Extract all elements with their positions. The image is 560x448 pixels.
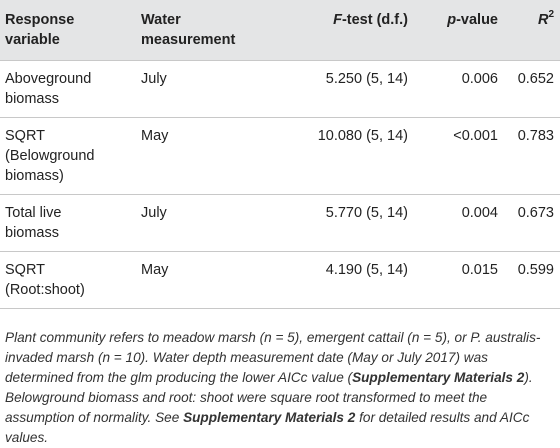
table-row: Total live biomass July 5.770 (5, 14) 0.… (0, 194, 560, 252)
footnote-supplementary-ref: Supplementary Materials 2 (183, 410, 356, 425)
header-row: Response variable Water measurement F-te… (0, 0, 560, 61)
header-water-measurement: Water measurement (135, 0, 267, 61)
header-f-test: F-test (d.f.) (267, 0, 414, 61)
cell-p-value: <0.001 (453, 128, 498, 144)
cell-r-squared: 0.783 (517, 128, 554, 144)
cell-water: May (141, 128, 169, 144)
cell-water: July (141, 71, 167, 87)
table-footnote: Plant community refers to meadow marsh (… (5, 328, 557, 448)
cell-r-squared: 0.599 (517, 262, 554, 278)
header-p-symbol: p (447, 12, 457, 28)
cell-r-squared: 0.673 (517, 205, 554, 221)
cell-response: SQRT (Root:shoot) (0, 252, 135, 309)
cell-water: May (141, 262, 169, 278)
cell-response-line: Aboveground (5, 71, 92, 87)
table-body: Aboveground biomass July 5.250 (5, 14) 0… (0, 60, 560, 309)
cell-response: Total live biomass (0, 195, 135, 252)
header-response-variable: Response variable (0, 0, 135, 61)
header-response-line2: variable (5, 32, 60, 48)
cell-response-line: biomass) (5, 168, 64, 184)
header-f-symbol: F (333, 12, 342, 28)
cell-response-line: (Belowground (5, 148, 95, 164)
header-r-superscript: 2 (548, 9, 554, 20)
cell-p-value: 0.006 (461, 71, 498, 87)
cell-f-test: 4.190 (5, 14) (325, 262, 408, 278)
cell-response-line: SQRT (5, 262, 46, 278)
header-response-line1: Response (5, 12, 75, 28)
table-row: SQRT (Root:shoot) May 4.190 (5, 14) 0.01… (0, 251, 560, 309)
cell-f-test: 5.250 (5, 14) (325, 71, 408, 87)
header-f-test-rest: -test (d.f.) (341, 12, 408, 28)
header-r-squared: R2 (504, 0, 560, 61)
cell-response-line: biomass (5, 225, 59, 241)
header-p-value-rest: -value (456, 12, 498, 28)
footnote-text: Plant community refers to meadow marsh (… (5, 330, 541, 385)
footnote-supplementary-ref: Supplementary Materials 2 (352, 370, 525, 385)
cell-r-squared: 0.652 (517, 71, 554, 87)
header-water-line2: measurement (141, 32, 236, 48)
cell-response-line: (Root:shoot) (5, 282, 85, 298)
table-row: Aboveground biomass July 5.250 (5, 14) 0… (0, 60, 560, 118)
header-r-symbol: R (537, 12, 549, 28)
table-row: SQRT (Belowground biomass) May 10.080 (5… (0, 117, 560, 195)
cell-response-line: Total live (5, 205, 62, 221)
cell-response-line: biomass (5, 91, 59, 107)
header-p-value: p-value (414, 0, 504, 61)
footnote-text: ). Belowground biomass and root: shoot w… (5, 370, 533, 425)
table-header: Response variable Water measurement F-te… (0, 0, 560, 61)
header-water-line1: Water (141, 12, 181, 28)
cell-response: SQRT (Belowground biomass) (0, 118, 135, 195)
cell-f-test: 5.770 (5, 14) (325, 205, 408, 221)
cell-response: Aboveground biomass (0, 61, 135, 118)
cell-p-value: 0.015 (461, 262, 498, 278)
cell-f-test: 10.080 (5, 14) (317, 128, 408, 144)
cell-response-line: SQRT (5, 128, 46, 144)
cell-water: July (141, 205, 167, 221)
results-table: Response variable Water measurement F-te… (0, 0, 560, 309)
cell-p-value: 0.004 (461, 205, 498, 221)
